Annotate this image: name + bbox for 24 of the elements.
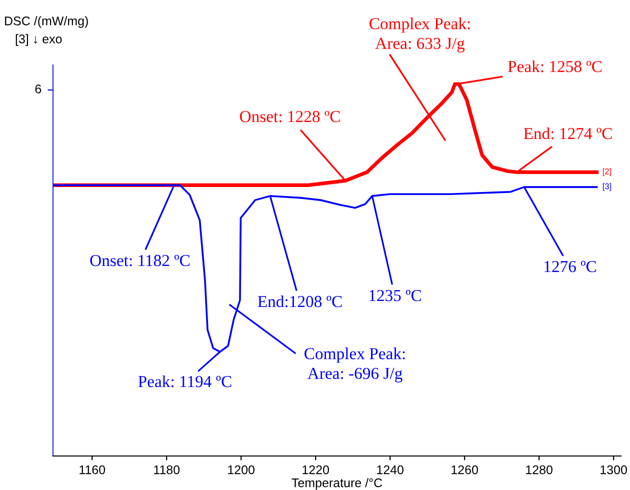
annotation: Onset: 1228 ºC <box>240 110 340 122</box>
x-tick-label: 1300 <box>600 465 627 474</box>
x-tick-label: 1200 <box>228 465 255 474</box>
series-label: [2] <box>602 168 612 176</box>
x-tick-label: 1280 <box>526 465 552 474</box>
text: 6 <box>35 84 42 94</box>
annotation: End:1208 ºC <box>258 295 342 308</box>
x-tick-label: 1260 <box>452 465 478 474</box>
annotation: Onset: 1182 ºC <box>90 254 190 266</box>
x-axis-title: Temperature /°C <box>292 478 382 490</box>
annotation: 1276 ºC <box>544 260 596 272</box>
y-axis-title: DSC /(mW/mg) <box>5 16 88 28</box>
annotation: Complex Peak: Area: -696 J/g <box>304 348 405 382</box>
annotation: End: 1274 ºC <box>524 127 612 140</box>
x-tick-label: 1240 <box>377 465 404 474</box>
x-tick-label: 1220 <box>302 465 329 474</box>
text: [3] ↓ exo <box>16 34 62 46</box>
series-label: [3] <box>602 183 612 191</box>
annotation: Peak: 1194 ºC <box>138 375 232 388</box>
text: Complex Peak: Area: 633 J/g <box>370 18 470 52</box>
annotation: Peak: 1258 ºC <box>508 60 602 72</box>
x-tick-label: 1160 <box>80 465 106 474</box>
x-tick-label: 1180 <box>154 465 180 474</box>
annotation: 1235 ºC <box>370 290 421 302</box>
